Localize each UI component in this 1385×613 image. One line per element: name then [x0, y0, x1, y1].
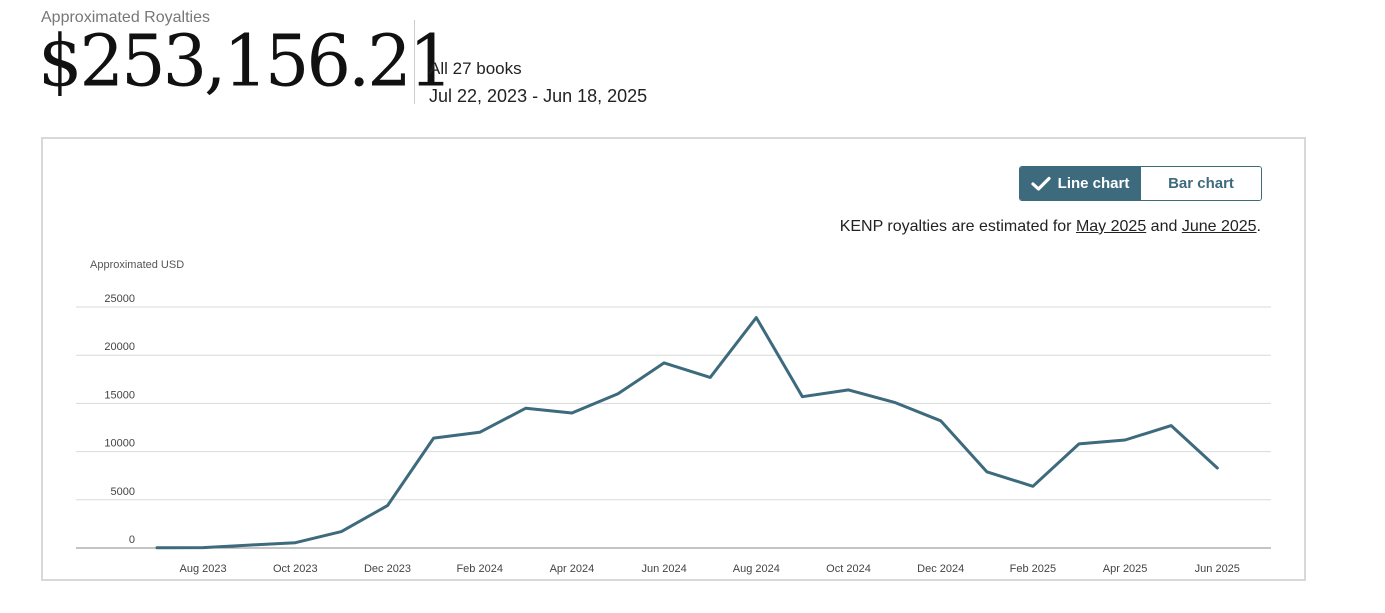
line-chart-button[interactable]: Line chart: [1020, 167, 1140, 200]
chart-panel: [41, 137, 1306, 581]
x-tick-label: Jun 2025: [1195, 563, 1240, 575]
x-tick-label: Dec 2024: [917, 563, 964, 575]
x-tick-label: Apr 2025: [1103, 563, 1148, 575]
kenp-note-prefix: KENP royalties are estimated for: [839, 218, 1076, 235]
x-tick-label: Oct 2024: [826, 563, 871, 575]
x-tick-label: Dec 2023: [364, 563, 411, 575]
y-tick-label: 0: [129, 534, 135, 546]
june-2025-link[interactable]: June 2025: [1181, 218, 1257, 235]
royalties-amount: $253,156.21: [38, 19, 453, 103]
chart-type-toggle: Line chart Bar chart: [1019, 166, 1262, 201]
bar-chart-label: Bar chart: [1168, 175, 1234, 192]
y-axis-title: Approximated USD: [90, 259, 184, 271]
x-tick-label: Aug 2023: [180, 563, 227, 575]
x-tick-label: Aug 2024: [733, 563, 780, 575]
y-tick-label: 25000: [104, 293, 135, 305]
date-range: Jul 22, 2023 - Jun 18, 2025: [429, 86, 648, 106]
kenp-note-suffix: .: [1256, 218, 1261, 235]
y-tick-label: 15000: [104, 389, 135, 401]
x-tick-label: Oct 2023: [273, 563, 318, 575]
books-summary: All 27 books: [429, 59, 522, 78]
bar-chart-button[interactable]: Bar chart: [1140, 167, 1261, 200]
line-chart-label: Line chart: [1057, 175, 1130, 192]
x-tick-label: Apr 2024: [550, 563, 595, 575]
checkmark-icon: [1031, 176, 1051, 192]
header-divider: [414, 20, 415, 104]
kenp-note: KENP royalties are estimated for May 202…: [840, 218, 1261, 236]
may-2025-link[interactable]: May 2025: [1075, 218, 1147, 235]
y-tick-label: 20000: [104, 341, 135, 353]
x-tick-label: Feb 2025: [1010, 563, 1056, 575]
x-tick-label: Jun 2024: [641, 563, 686, 575]
y-tick-label: 5000: [111, 486, 135, 498]
x-tick-label: Feb 2024: [456, 563, 502, 575]
y-tick-label: 10000: [104, 438, 135, 450]
royalties-series-line: [155, 316, 1219, 550]
kenp-note-middle: and: [1146, 218, 1182, 235]
royalties-label: Approximated Royalties: [41, 9, 210, 26]
